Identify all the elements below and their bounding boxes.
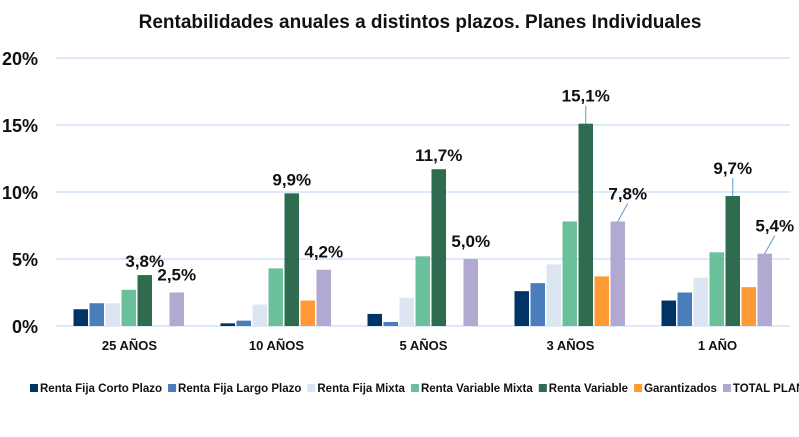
y-tick-label: 0% [12, 317, 38, 337]
data-label: 5,4% [755, 217, 794, 236]
legend-swatch [410, 384, 419, 392]
bar-renta-fija-corto-plazo [661, 300, 676, 326]
data-label: 5,0% [451, 232, 490, 251]
legend-label: Garantizados [644, 383, 717, 395]
bar-renta-fija-mixta [546, 264, 561, 326]
bar-total-planes [463, 259, 478, 326]
data-label: 3,8% [125, 252, 164, 271]
bar-renta-fija-corto-plazo [367, 313, 382, 326]
leader-line [764, 235, 776, 254]
data-label: 4,2% [304, 243, 343, 262]
bar-total-planes [316, 269, 331, 326]
bar-renta-fija-largo-plazo [89, 303, 104, 326]
bar-renta-variable [137, 275, 152, 326]
x-tick-label: 3 AÑOS [547, 338, 595, 353]
data-label: 15,1% [562, 87, 610, 106]
bar-total-planes [610, 221, 625, 326]
legend-label: Renta Fija Mixta [317, 383, 405, 395]
bar-renta-fija-mixta [105, 303, 120, 326]
data-label: 9,7% [713, 159, 752, 178]
legend-label: TOTAL PLANES [733, 383, 799, 395]
y-tick-label: 15% [2, 116, 38, 136]
bar-renta-fija-corto-plazo [73, 309, 88, 326]
y-tick-label: 10% [2, 183, 38, 203]
leader-line [617, 203, 629, 222]
bar-garantizados [300, 300, 315, 326]
legend-swatch [168, 384, 177, 392]
legend-swatch [30, 384, 38, 392]
bar-renta-variable-mixta [415, 256, 430, 326]
bar-garantizados [594, 276, 609, 326]
bar-renta-fija-corto-plazo [220, 323, 235, 326]
bar-renta-variable-mixta [562, 221, 577, 326]
chart-title: Rentabilidades anuales a distintos plazo… [139, 12, 702, 33]
legend-label: Renta Fija Corto Plazo [40, 383, 162, 395]
bar-renta-fija-mixta [693, 277, 708, 326]
bar-renta-variable [284, 193, 299, 326]
bar-renta-fija-largo-plazo [236, 320, 251, 326]
y-tick-label: 5% [12, 250, 38, 270]
bar-renta-variable [578, 123, 593, 326]
bar-renta-fija-mixta [252, 304, 267, 326]
bar-renta-variable-mixta [709, 252, 724, 326]
x-tick-label: 25 AÑOS [102, 338, 157, 353]
legend-label: Renta Variable [549, 383, 628, 395]
bar-renta-variable-mixta [121, 289, 136, 326]
bar-total-planes [169, 292, 184, 326]
bar-total-planes [757, 253, 772, 326]
legend-swatch [538, 384, 547, 392]
data-label: 9,9% [272, 170, 311, 189]
bar-renta-fija-largo-plazo [383, 321, 398, 326]
legend-swatch [722, 384, 731, 392]
data-label: 7,8% [608, 184, 647, 203]
bar-renta-variable [725, 196, 740, 326]
bar-garantizados [741, 287, 756, 326]
legend-label: Renta Fija Largo Plazo [178, 383, 301, 395]
bar-renta-fija-mixta [399, 297, 414, 326]
x-tick-label: 5 AÑOS [400, 338, 448, 353]
legend-label: Renta Variable Mixta [421, 383, 533, 395]
bar-renta-variable-mixta [268, 268, 283, 326]
x-tick-label: 10 AÑOS [249, 338, 304, 353]
data-label: 2,5% [157, 266, 196, 285]
bar-renta-fija-largo-plazo [530, 283, 545, 326]
legend-swatch [307, 384, 316, 392]
bar-renta-fija-corto-plazo [514, 291, 529, 326]
bar-renta-variable [431, 169, 446, 326]
legend-swatch [634, 384, 643, 392]
y-tick-label: 20% [2, 49, 38, 69]
data-label: 11,7% [415, 146, 462, 165]
bar-renta-fija-largo-plazo [677, 292, 692, 326]
x-tick-label: 1 AÑO [698, 338, 737, 353]
